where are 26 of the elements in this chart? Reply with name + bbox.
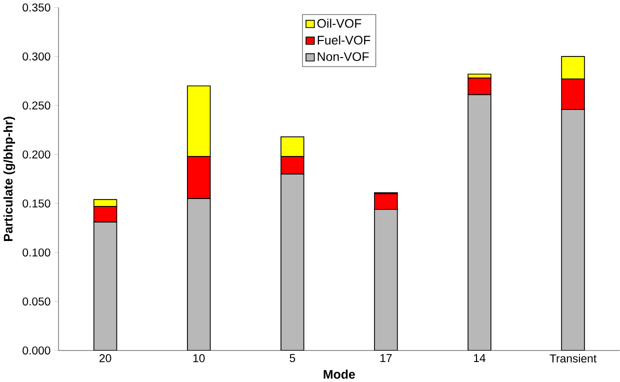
bar [280, 174, 304, 350]
y-tick-label: 0.350 [22, 3, 50, 12]
x-tick-label: 17 [380, 354, 392, 362]
x-tick-label: 14 [474, 354, 486, 362]
y-tick-label: 0.300 [22, 52, 50, 60]
x-tick-label: 10 [193, 354, 205, 362]
y-tick-label: 0.100 [22, 248, 50, 256]
x-tick-label: Transient [550, 354, 596, 362]
legend-label: Fuel-VOF [318, 35, 370, 44]
y-axis-title: Particulate (g/bhp-hr) [3, 116, 16, 241]
x-axis-title: Mode [324, 370, 355, 379]
legend-label: Oil-VOF [317, 18, 362, 28]
y-tick-label: 0.050 [22, 297, 50, 306]
bar [93, 222, 118, 350]
bar [374, 208, 398, 350]
bar [374, 193, 398, 210]
x-tick-label: 20 [100, 354, 112, 362]
legend-label: Non-VOF [318, 52, 369, 61]
bar [186, 198, 211, 350]
y-tick-label: 0.250 [22, 101, 50, 110]
y-tick-label: 0.200 [22, 150, 50, 158]
bar [561, 108, 585, 350]
bar [468, 94, 492, 350]
x-tick-label: 5 [290, 354, 296, 362]
y-tick-label: 0.000 [22, 346, 50, 354]
y-tick-label: 0.150 [22, 199, 50, 208]
